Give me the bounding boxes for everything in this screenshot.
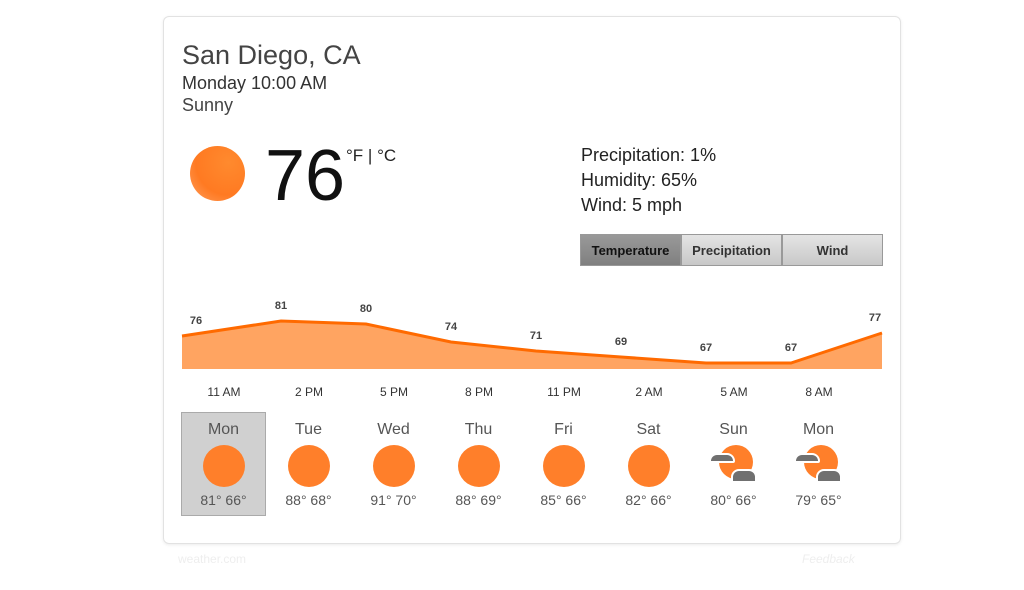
day-name: Sat — [636, 421, 661, 438]
current-temperature: 76 — [265, 136, 346, 216]
day-temps: 88° 69° — [455, 492, 502, 508]
partly-cloudy-icon — [793, 445, 842, 487]
source-link[interactable]: weather.com — [178, 552, 247, 566]
tab-precipitation[interactable]: Precipitation — [681, 234, 782, 266]
day-thu[interactable]: Thu 88° 69° — [436, 412, 521, 516]
chart-tabs: Temperature Precipitation Wind — [580, 234, 883, 266]
day-name: Thu — [464, 421, 493, 438]
day-fri[interactable]: Fri 85° 66° — [521, 412, 606, 516]
temperature-area — [182, 321, 882, 369]
day-wed[interactable]: Wed 91° 70° — [351, 412, 436, 516]
sun-icon — [627, 445, 670, 487]
temperature-label: 80 — [360, 303, 372, 315]
condition: Sunny — [182, 95, 234, 115]
time-label: 8 PM — [465, 385, 493, 399]
temperature-label: 71 — [530, 330, 542, 342]
day-temps: 88° 68° — [285, 492, 332, 508]
celsius-button[interactable]: °C — [377, 146, 397, 165]
temperature-label: 74 — [445, 321, 458, 333]
time-label: 2 PM — [295, 385, 323, 399]
day-tue[interactable]: Tue 88° 68° — [266, 412, 351, 516]
temperature-chart: 76 81 80 74 71 69 67 67 77 11 AM 2 PM 5 PM 8 PM 11 PM… — [181, 300, 883, 399]
location: San Diego, CA — [182, 40, 361, 70]
sun-icon — [287, 445, 330, 487]
feedback-link[interactable]: Feedback — [802, 552, 855, 566]
temperature-label: 81 — [275, 300, 287, 312]
tab-wind[interactable]: Wind — [782, 234, 883, 266]
temperature-label: 77 — [869, 312, 881, 324]
time-label: 2 AM — [635, 385, 662, 399]
sun-icon — [372, 445, 415, 487]
fahrenheit-button[interactable]: °F — [346, 146, 364, 165]
unit-separator: | — [363, 146, 378, 165]
day-temps: 82° 66° — [625, 492, 672, 508]
time-label: 11 AM — [207, 385, 240, 399]
day-temps: 91° 70° — [370, 492, 417, 508]
time-label: 5 AM — [720, 385, 747, 399]
precipitation: Precipitation: 1% — [581, 145, 717, 165]
sun-icon — [190, 146, 245, 201]
day-temps: 85° 66° — [540, 492, 587, 508]
weather-details: Precipitation: 1% Humidity: 65% Wind: 5 … — [581, 143, 716, 218]
day-name: Fri — [554, 421, 573, 438]
day-mon[interactable]: Mon 81° 66° — [181, 412, 266, 516]
time-label: 11 PM — [547, 385, 581, 399]
day-name: Sun — [719, 421, 748, 438]
sun-icon — [542, 445, 585, 487]
humidity: Humidity: 65% — [581, 170, 698, 190]
temperature-label: 69 — [615, 336, 627, 348]
temperature-line — [181, 319, 883, 365]
weather-card — [163, 16, 901, 544]
day-temps: 79° 65° — [795, 492, 842, 508]
day-name: Tue — [295, 421, 322, 438]
sun-icon — [457, 445, 500, 487]
temperature-label: 76 — [190, 315, 202, 327]
day-sat[interactable]: Sat 82° 66° — [606, 412, 691, 516]
day-name: Wed — [377, 421, 410, 438]
sun-icon — [202, 445, 245, 487]
time-label: 5 PM — [380, 385, 408, 399]
day-temps: 81° 66° — [200, 492, 247, 508]
day-mon[interactable]: Mon 79° 65° — [776, 412, 861, 516]
unit-toggle: °F | °C — [346, 146, 396, 166]
day-name: Mon — [802, 421, 835, 438]
time-label: 8 AM — [805, 385, 832, 399]
datetime: Monday 10:00 AM — [182, 73, 328, 93]
wind: Wind: 5 mph — [581, 195, 683, 215]
tab-temperature[interactable]: Temperature — [580, 234, 681, 266]
temperature-label: 67 — [785, 342, 797, 354]
partly-cloudy-icon — [708, 445, 757, 487]
temperature-label: 67 — [700, 342, 712, 354]
day-temps: 80° 66° — [710, 492, 757, 508]
day-sun[interactable]: Sun 80° 66° — [691, 412, 776, 516]
day-name: Mon — [207, 421, 240, 438]
daily-forecast: Mon 81° 66° Tue 88° 68° Wed 91° 70° Thu 88° 69°… — [181, 412, 861, 516]
